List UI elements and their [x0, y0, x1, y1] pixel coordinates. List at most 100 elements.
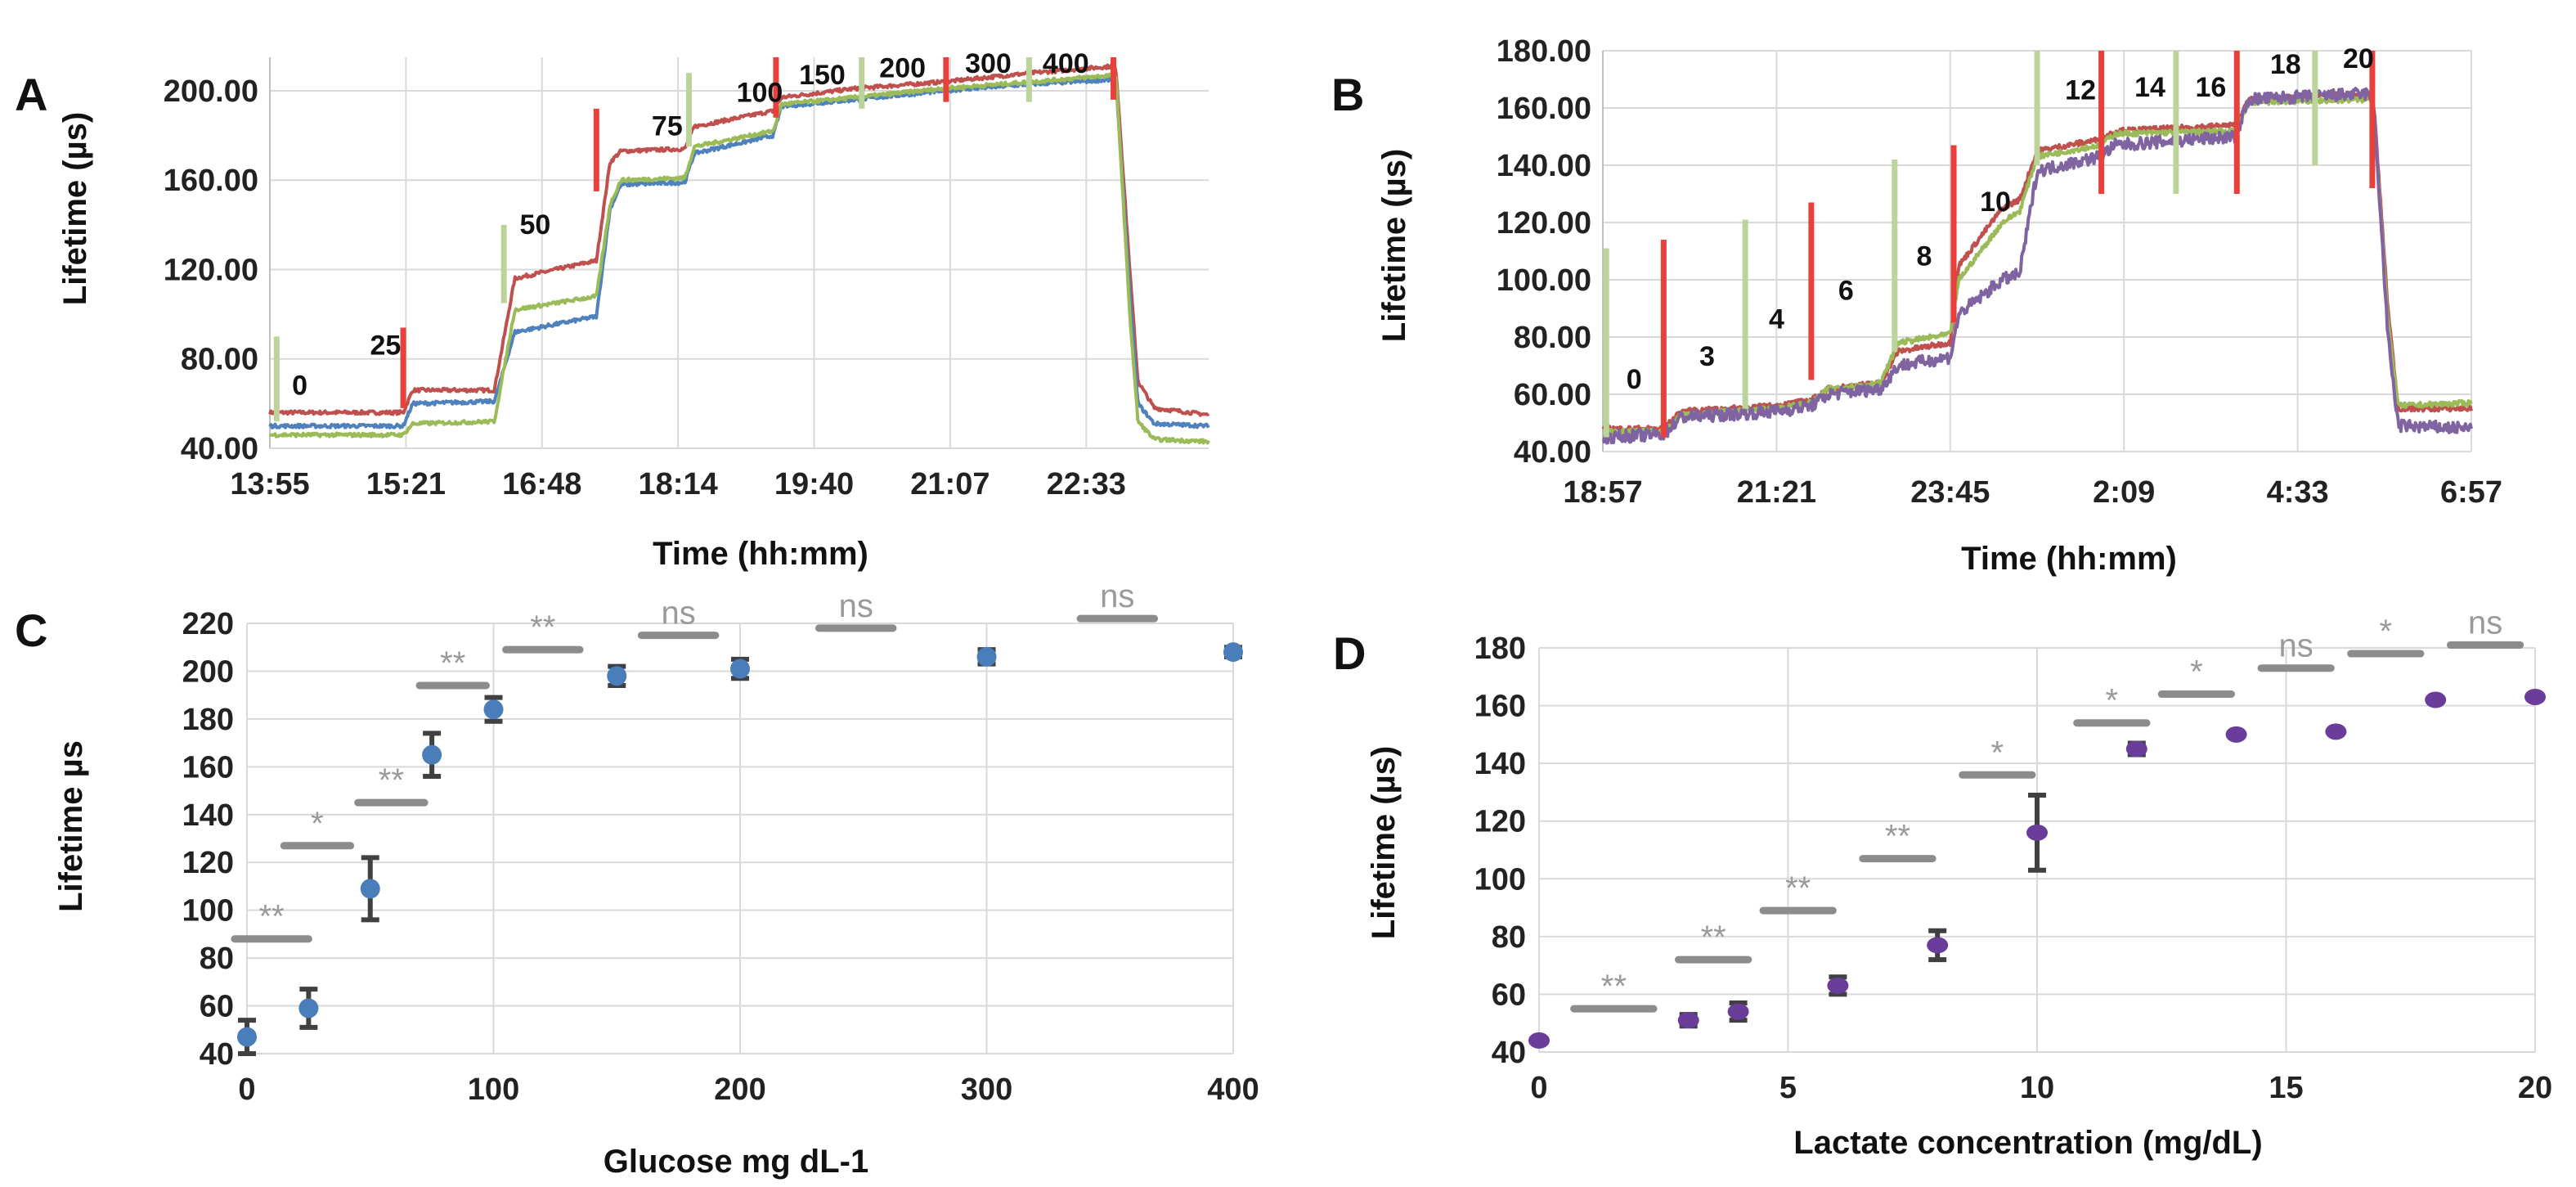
panel-c-marks: ********* ns ns ns	[231, 578, 1243, 1056]
y-tick-label: 100.00	[1497, 263, 1591, 298]
concentration-label: 0	[292, 370, 307, 401]
x-tick-label: 2:09	[2093, 475, 2155, 510]
x-tick-label: 6:57	[2440, 475, 2502, 510]
y-tick-label: 60.00	[1514, 378, 1591, 412]
y-tick-label: 120.00	[164, 253, 258, 287]
panel-d-marks: ***********ns * ns	[1528, 605, 2546, 1049]
y-tick-label: 60	[1492, 978, 1526, 1012]
concentration-label: 6	[1838, 276, 1854, 307]
y-tick-label: 140	[182, 798, 234, 833]
data-point	[2524, 688, 2546, 705]
data-point	[422, 744, 442, 765]
x-tick-label: 18:14	[639, 467, 718, 501]
data-point	[2425, 691, 2447, 708]
x-tick-label: 21:07	[910, 467, 990, 501]
concentration-label: 150	[799, 60, 846, 91]
y-tick-label: 120	[182, 846, 234, 880]
panel-d-ticks: 40 60 80 100 120 140 160 180 0 5 10 15 20	[1474, 632, 2553, 1105]
y-tick-label: 160.00	[164, 164, 258, 198]
concentration-label: 50	[520, 209, 551, 241]
y-tick-label: 160.00	[1497, 92, 1591, 126]
x-tick-label: 4:33	[2267, 475, 2329, 510]
concentration-label: 16	[2195, 72, 2226, 103]
concentration-label: 18	[2270, 49, 2301, 80]
panel-b-marks: 0 3 4 6 8 10 12 14 16 18 20	[1601, 43, 2473, 445]
x-tick-label: 13:55	[230, 467, 309, 501]
concentration-label: 100	[737, 78, 783, 109]
data-point	[2125, 740, 2147, 758]
concentration-label: 300	[965, 48, 1012, 79]
data-point	[1727, 1003, 1749, 1020]
x-tick-label: 0	[238, 1072, 255, 1107]
panel-c-ticks: 40 60 80 100 120 140 160 180 200 220 0 100 200 300 400	[182, 607, 1259, 1107]
data-point	[483, 699, 504, 720]
series-line-red	[268, 63, 1210, 417]
concentration-label: 75	[652, 111, 683, 142]
y-tick-label: 80.00	[1514, 321, 1591, 355]
y-tick-label: 80.00	[181, 343, 258, 377]
panel-c-letter: C	[15, 605, 47, 656]
significance-label: *	[2380, 614, 2393, 650]
significance-label: *	[311, 806, 324, 842]
x-tick-label: 22:33	[1047, 467, 1126, 501]
x-tick-label: 200	[714, 1072, 765, 1107]
panel-b: B 0 3 4 6 8 10 12 14 16 18 20 18:57 21:21 23:45 2:09 4…	[1331, 34, 2502, 577]
panel-c: C ********* ns ns ns 4060801001201401601802…	[15, 578, 1259, 1180]
y-tick-label: 80	[200, 942, 234, 976]
x-tick-label: 15:21	[366, 467, 446, 501]
y-tick-label: 200.00	[164, 74, 258, 109]
y-tick-label: 40.00	[1514, 435, 1591, 470]
y-tick-label: 180	[1474, 632, 1526, 666]
panel-a: A 0 25 50 75 100 150 200 300 400 13:55 15:21 16:48…	[15, 48, 1210, 572]
significance-label: **	[1785, 870, 1811, 906]
y-tick-label: 160	[1474, 690, 1526, 724]
y-tick-label: 180	[182, 703, 234, 737]
panel-a-letter: A	[15, 69, 47, 120]
panel-d-x-axis-title: Lactate concentration (mg/dL)	[1793, 1125, 2262, 1161]
y-tick-label: 180.00	[1497, 34, 1591, 69]
significance-label: *	[2106, 683, 2119, 719]
concentration-label: 0	[1627, 364, 1642, 395]
data-point	[360, 879, 380, 899]
panel-c-gridlines	[246, 623, 1234, 1054]
significance-label: **	[1885, 819, 1910, 855]
data-point	[1528, 1032, 1550, 1049]
y-tick-label: 40	[200, 1037, 234, 1072]
panel-d: D ***********ns * ns 406080100120140160180…	[1333, 605, 2552, 1161]
significance-label: **	[530, 609, 555, 645]
data-point	[607, 666, 627, 686]
x-tick-label: 15	[2269, 1071, 2303, 1105]
panel-b-y-axis-title: Lifetime (µs)	[1376, 149, 1412, 342]
panel-a-x-axis-title: Time (hh:mm)	[653, 536, 868, 572]
concentration-label: 4	[1769, 304, 1784, 335]
panel-a-marks: 0 25 50 75 100 150 200 300 400	[268, 48, 1210, 445]
x-tick-label: 100	[468, 1072, 519, 1107]
concentration-label: 10	[1980, 187, 2011, 218]
x-tick-label: 21:21	[1737, 475, 1816, 510]
x-tick-label: 16:48	[502, 467, 581, 501]
concentration-label: 20	[2343, 43, 2374, 74]
x-tick-label: 20	[2518, 1071, 2552, 1105]
panel-a-y-axis-title: Lifetime (µs)	[57, 112, 93, 305]
data-point	[1827, 977, 1849, 994]
panel-b-letter: B	[1331, 69, 1364, 120]
y-tick-label: 220	[182, 607, 234, 641]
concentration-label: 200	[879, 53, 926, 84]
panel-d-y-axis-title: Lifetime (µs)	[1366, 746, 1402, 939]
y-tick-label: 140.00	[1497, 149, 1591, 183]
x-tick-label: 10	[2020, 1071, 2054, 1105]
y-tick-label: 100	[182, 894, 234, 928]
significance-label: **	[379, 762, 404, 798]
series-line-green	[268, 72, 1210, 445]
significance-label: ns	[662, 596, 696, 632]
panel-b-ticks: 18:57 21:21 23:45 2:09 4:33 6:57 40.00 60.00 80.…	[1497, 34, 2502, 510]
data-point	[298, 998, 319, 1018]
data-point	[237, 1027, 257, 1047]
significance-label: *	[2190, 654, 2203, 690]
x-tick-label: 18:57	[1563, 475, 1642, 510]
x-tick-label: 5	[1779, 1071, 1797, 1105]
y-tick-label: 40.00	[181, 432, 258, 466]
concentration-label: 25	[370, 330, 402, 361]
significance-label: ns	[839, 588, 873, 624]
